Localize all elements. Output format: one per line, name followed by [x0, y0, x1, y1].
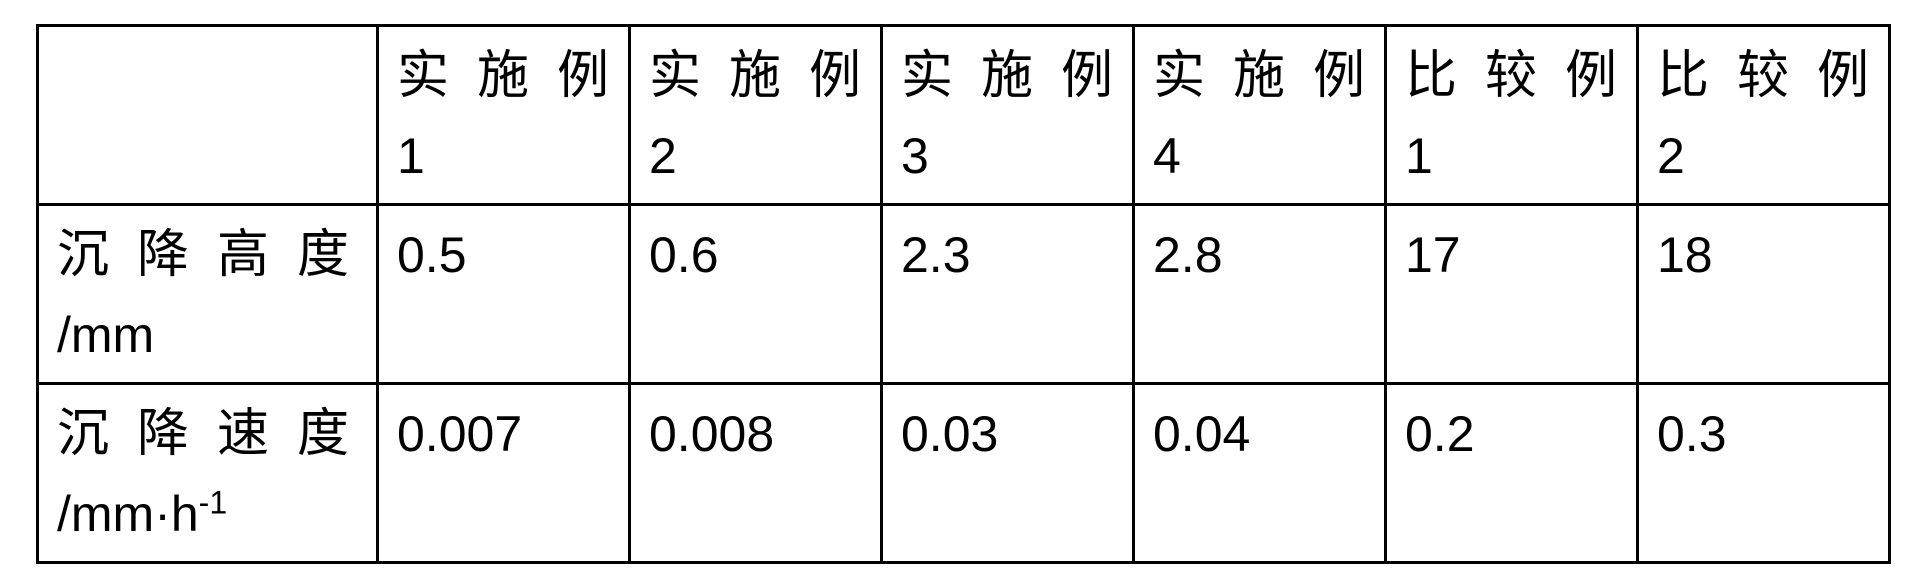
data-cell: 18 — [1638, 205, 1890, 384]
column-header: 实施例 4 — [1134, 26, 1386, 205]
data-cell: 0.008 — [630, 384, 882, 563]
row-header-label: 沉降高度 — [57, 227, 377, 284]
row-header-unit: /mm·h-1 — [57, 476, 364, 554]
row-header: 沉降速度 /mm·h-1 — [38, 384, 378, 563]
row-header-label: 沉降速度 — [57, 406, 377, 463]
cell-value: 0.008 — [649, 406, 774, 462]
table-row: 沉降高度 /mm 0.5 0.6 2.3 2.8 17 18 — [38, 205, 1890, 384]
column-header-label: 实施例 — [1153, 37, 1372, 118]
column-header-number: 4 — [1153, 118, 1372, 196]
data-cell: 0.6 — [630, 205, 882, 384]
cell-value: 0.04 — [1153, 406, 1250, 462]
data-cell: 2.8 — [1134, 205, 1386, 384]
data-cell: 2.3 — [882, 205, 1134, 384]
column-header: 实施例 2 — [630, 26, 882, 205]
data-cell: 0.007 — [378, 384, 630, 563]
data-cell: 0.2 — [1386, 384, 1638, 563]
header-blank — [38, 26, 378, 205]
column-header: 实施例 3 — [882, 26, 1134, 205]
cell-value: 0.2 — [1405, 406, 1475, 462]
column-header: 比较例 2 — [1638, 26, 1890, 205]
data-cell: 0.03 — [882, 384, 1134, 563]
column-header-label: 比较例 — [1657, 37, 1876, 118]
column-header-number: 3 — [901, 118, 1120, 196]
cell-value: 0.007 — [397, 406, 522, 462]
data-cell: 0.04 — [1134, 384, 1386, 563]
cell-value: 2.3 — [901, 227, 971, 283]
column-header-label: 比较例 — [1405, 37, 1624, 118]
cell-value: 2.8 — [1153, 227, 1223, 283]
data-cell: 0.3 — [1638, 384, 1890, 563]
column-header: 比较例 1 — [1386, 26, 1638, 205]
cell-value: 0.3 — [1657, 406, 1727, 462]
column-header-label: 实施例 — [901, 37, 1120, 118]
row-header: 沉降高度 /mm — [38, 205, 378, 384]
column-header-number: 1 — [397, 118, 616, 196]
column-header-number: 1 — [1405, 118, 1624, 196]
table-row: 沉降速度 /mm·h-1 0.007 0.008 0.03 0.04 0.2 0… — [38, 384, 1890, 563]
column-header: 实施例 1 — [378, 26, 630, 205]
row-header-unit: /mm — [57, 297, 364, 375]
cell-value: 0.03 — [901, 406, 998, 462]
cell-value: 0.5 — [397, 227, 467, 283]
data-table: 实施例 1 实施例 2 实施例 3 实施例 4 比较例 1 比较例 2 — [36, 24, 1891, 564]
column-header-label: 实施例 — [397, 37, 616, 118]
table-container: 实施例 1 实施例 2 实施例 3 实施例 4 比较例 1 比较例 2 — [0, 0, 1918, 568]
data-cell: 17 — [1386, 205, 1638, 384]
cell-value: 18 — [1657, 227, 1713, 283]
data-cell: 0.5 — [378, 205, 630, 384]
column-header-number: 2 — [649, 118, 868, 196]
column-header-number: 2 — [1657, 118, 1876, 196]
cell-value: 17 — [1405, 227, 1461, 283]
column-header-label: 实施例 — [649, 37, 868, 118]
table-row: 实施例 1 实施例 2 实施例 3 实施例 4 比较例 1 比较例 2 — [38, 26, 1890, 205]
cell-value: 0.6 — [649, 227, 719, 283]
